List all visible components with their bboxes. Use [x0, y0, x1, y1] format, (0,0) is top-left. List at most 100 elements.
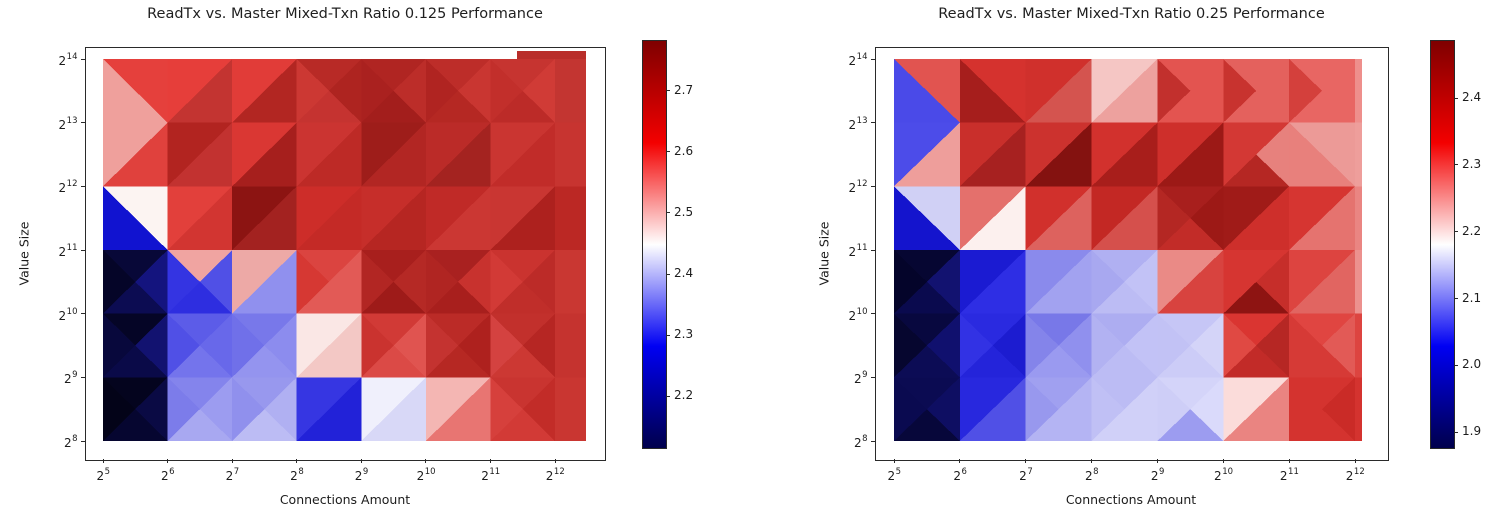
heatmap-triangle [103, 154, 168, 187]
heatmap-triangle [135, 313, 168, 378]
heatmap-edge-strip [555, 377, 586, 441]
colorbar-tick-label: 2.2 [1462, 223, 1482, 238]
heatmap-triangle [490, 281, 555, 314]
heatmap-triangle [894, 218, 960, 250]
colorbar-tick-label: 2.3 [674, 327, 694, 342]
heatmap-triangle [1091, 122, 1158, 155]
heatmap-triangle [522, 59, 555, 123]
heatmap-triangle [296, 186, 362, 219]
heatmap-triangle [1157, 377, 1191, 441]
heatmap-triangle [1025, 409, 1092, 441]
heatmap-triangle [926, 377, 960, 441]
heatmap-triangle [1124, 313, 1158, 378]
heatmap-triangle [1124, 186, 1158, 250]
heatmap-triangle [1025, 59, 1059, 123]
heatmap-triangle [167, 122, 200, 187]
heatmap-triangle [264, 186, 297, 250]
heatmap-triangle [103, 313, 136, 378]
heatmap-triangle [1091, 345, 1158, 378]
heatmap-triangle [1190, 377, 1224, 441]
heatmap-triangle [490, 345, 555, 378]
heatmap-triangle [894, 59, 927, 123]
heatmap-triangle [1223, 313, 1290, 346]
heatmap-triangle [232, 122, 297, 155]
heatmap-edge-strip [1355, 186, 1362, 250]
heatmap-triangle [361, 186, 426, 219]
heatmap-triangle [1190, 59, 1224, 123]
heatmap-triangle [522, 377, 555, 441]
colorbar-tick-mark [1454, 364, 1458, 366]
heatmap-triangle [167, 186, 233, 219]
heatmap-triangle [393, 377, 426, 441]
x-tick-mark [1222, 459, 1224, 463]
heatmap-triangle [296, 377, 329, 441]
heatmap-triangle [1322, 377, 1355, 441]
heatmap-triangle [1025, 345, 1092, 378]
heatmap-triangle [232, 345, 297, 378]
heatmap-triangle [1223, 122, 1257, 187]
y-tick-label: 210 [58, 306, 78, 323]
heatmap-triangle [167, 345, 233, 378]
heatmap-triangle [361, 59, 394, 123]
heatmap-triangle [103, 59, 168, 91]
y-tick-label: 28 [853, 434, 868, 450]
heatmap-triangle [103, 345, 168, 378]
heatmap-triangle [1289, 122, 1323, 187]
heatmap-triangle [490, 250, 555, 282]
heatmap-triangle [232, 154, 297, 187]
heatmap-triangle [959, 218, 1026, 250]
heatmap-triangle [1223, 59, 1257, 123]
heatmap-triangle [1289, 377, 1355, 410]
heatmap-triangle [1157, 186, 1224, 219]
heatmap-triangle [232, 59, 265, 123]
heatmap-triangle [522, 186, 555, 250]
heatmap-triangle [393, 186, 426, 250]
heatmap-triangle [1091, 59, 1158, 91]
heatmap-triangle [1025, 154, 1092, 187]
heatmap-triangle [232, 218, 297, 250]
heatmap-triangle [894, 59, 960, 91]
heatmap-triangle [490, 122, 555, 155]
y-tick-label: 214 [848, 52, 868, 68]
x-tick-mark [231, 459, 233, 463]
plot-title-right: ReadTx vs. Master Mixed-Txn Ratio 0.25 P… [938, 6, 1325, 22]
y-tick-mark [81, 376, 85, 378]
heatmap-triangle [490, 90, 555, 123]
heatmap-triangle [1190, 122, 1224, 187]
heatmap-triangle [361, 250, 426, 282]
heatmap-triangle [894, 250, 927, 314]
heatmap-triangle [232, 59, 297, 91]
heatmap-triangle [490, 59, 523, 123]
heatmap-triangle [1289, 409, 1355, 441]
heatmap-edge-strip [555, 186, 586, 250]
heatmap-triangle [425, 154, 491, 187]
heatmap-triangle [1025, 218, 1092, 250]
colorbar-tick-label: 2.1 [1462, 290, 1482, 305]
heatmap-triangle [1124, 377, 1158, 441]
heatmap-triangle [1223, 377, 1257, 441]
heatmap-triangle [296, 377, 362, 410]
y-tick-label: 210 [848, 306, 868, 323]
heatmap-triangle [894, 250, 960, 282]
heatmap-triangle [894, 154, 960, 187]
heatmap-triangle [167, 122, 233, 155]
heatmap-triangle [1157, 59, 1191, 123]
heatmap-triangle [1289, 250, 1355, 282]
heatmap-triangle [232, 90, 297, 123]
heatmap-triangle [232, 250, 297, 282]
colorbar-tick-label: 1.9 [1462, 424, 1482, 439]
heatmap-triangle [296, 250, 329, 314]
heatmap-triangle [1289, 313, 1355, 346]
heatmap-triangle [1058, 186, 1092, 250]
heatmap-edge-strip [1355, 59, 1362, 123]
heatmap-triangle [490, 59, 555, 91]
heatmap-triangle [959, 250, 1026, 282]
heatmap-triangle [425, 218, 491, 250]
y-tick-mark [81, 185, 85, 187]
heatmap-triangle [425, 377, 459, 441]
heatmap-triangle [959, 313, 993, 378]
heatmap-triangle [1322, 122, 1355, 187]
heatmap-triangle [490, 250, 523, 314]
axes-frame-right [875, 47, 1389, 461]
heatmap-triangle [894, 90, 960, 123]
